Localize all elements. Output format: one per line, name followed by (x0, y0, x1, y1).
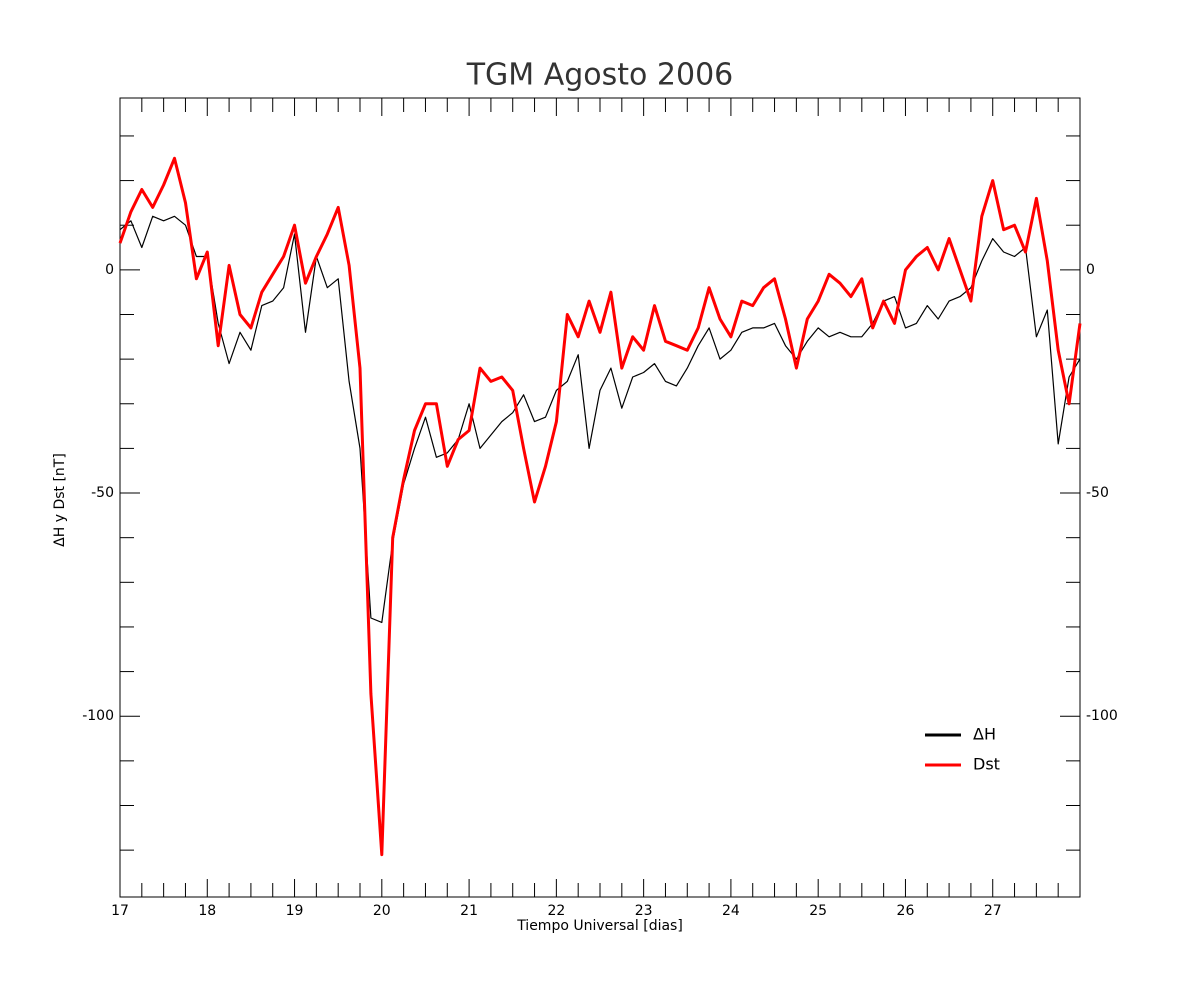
x-tick-label: 27 (984, 903, 1002, 919)
y-tick-label: -100 (82, 708, 114, 724)
legend-label: ΔH (973, 725, 996, 744)
y-tick-label: -50 (91, 485, 114, 501)
x-tick-label: 20 (373, 903, 391, 919)
x-tick-label: 18 (198, 903, 216, 919)
chart-title: TGM Agosto 2006 (466, 58, 734, 93)
x-tick-label: 24 (722, 903, 740, 919)
x-axis-label: Tiempo Universal [dias] (516, 918, 683, 934)
y-axis-label: ΔH y Dst [nT] (52, 453, 68, 547)
x-tick-label: 19 (286, 903, 304, 919)
y-tick-label-right: 0 (1086, 262, 1095, 278)
y-tick-label-right: -50 (1086, 485, 1109, 501)
data-line (118, 156, 1082, 857)
x-tick-label: 17 (111, 903, 129, 919)
x-tick-label: 26 (897, 903, 915, 919)
x-tick-label: 22 (547, 903, 565, 919)
x-tick-label: 23 (635, 903, 653, 919)
legend-label: Dst (973, 755, 1000, 774)
y-tick-label-right: -100 (1086, 708, 1118, 724)
x-tick-label: 25 (809, 903, 827, 919)
data-line (119, 215, 1081, 624)
y-tick-label: 0 (105, 262, 114, 278)
x-tick-label: 21 (460, 903, 478, 919)
